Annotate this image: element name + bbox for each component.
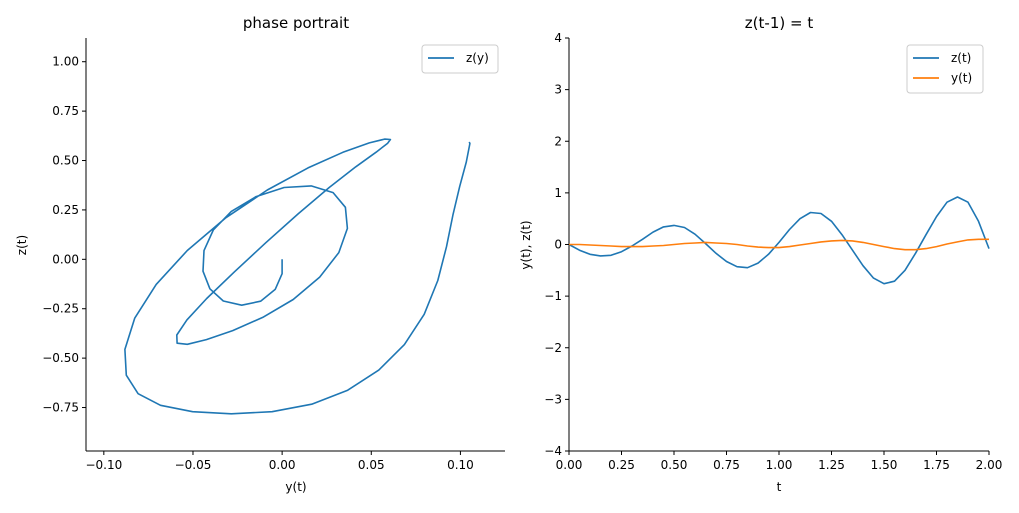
x-tick-label: −0.05 — [175, 458, 212, 472]
x-tick-label: −0.10 — [85, 458, 122, 472]
x-tick-label: 0.10 — [447, 458, 474, 472]
x-axis-label: y(t) — [285, 480, 306, 494]
y-tick-label: 0.00 — [52, 252, 79, 266]
phase-portrait-chart: phase portrait y(t) z(t) −0.10 −0.05 0.00 0… — [15, 14, 505, 494]
x-tick-label: 1.75 — [923, 458, 950, 472]
y-tick-label: 0.25 — [52, 203, 79, 217]
x-tick-label: 0.05 — [358, 458, 385, 472]
y-axis-label: y(t), z(t) — [519, 220, 533, 269]
legend-box — [906, 44, 984, 94]
x-tick-label: 0.25 — [608, 458, 635, 472]
x-tick-label: 1.25 — [818, 458, 845, 472]
series-line-z-y — [124, 138, 471, 415]
y-tick-label: −3 — [544, 392, 562, 406]
series-line-z-t — [568, 196, 990, 285]
y-tick-label: 2 — [554, 134, 562, 148]
legend-box — [421, 44, 499, 74]
chart-title: phase portrait — [243, 14, 349, 32]
y-tick-label: 0.50 — [52, 154, 79, 168]
x-tick-label: 0.50 — [661, 458, 688, 472]
y-tick-label: −0.25 — [42, 302, 79, 316]
x-tick-label: 0.75 — [713, 458, 740, 472]
y-tick-label: −2 — [544, 341, 562, 355]
x-tick-label: 1.00 — [766, 458, 793, 472]
y-tick-label: 1.00 — [52, 55, 79, 69]
y-tick-label: −0.50 — [42, 351, 79, 365]
y-tick-label: 4 — [554, 31, 562, 45]
y-tick-label: 0 — [554, 238, 562, 252]
time-series-chart: z(t-1) = t t y(t), z(t) 0.00 0.25 0.50 0.75… — [519, 14, 1002, 494]
y-tick-label: −0.75 — [42, 401, 79, 415]
x-tick-label: 2.00 — [976, 458, 1003, 472]
y-tick-label: −4 — [544, 444, 562, 458]
x-tick-label: 0.00 — [269, 458, 296, 472]
y-tick-label: 3 — [554, 83, 562, 97]
x-tick-label: 0.00 — [556, 458, 583, 472]
series-line-y-t — [569, 238, 989, 251]
legend-label: z(t) — [951, 51, 971, 65]
x-axis-label: t — [777, 480, 782, 494]
y-tick-label: 1 — [554, 186, 562, 200]
legend-label: z(y) — [466, 51, 489, 65]
y-axis-label: z(t) — [15, 235, 29, 255]
legend-label: y(t) — [951, 71, 972, 85]
y-tick-label: −1 — [544, 289, 562, 303]
chart-title: z(t-1) = t — [745, 14, 814, 32]
x-tick-label: 1.50 — [871, 458, 898, 472]
y-tick-label: 0.75 — [52, 104, 79, 118]
